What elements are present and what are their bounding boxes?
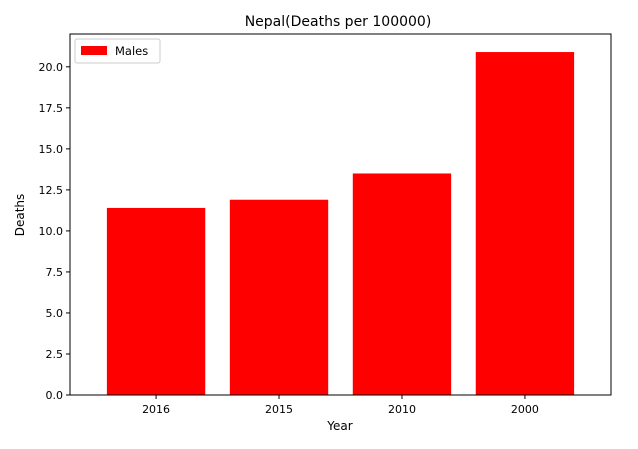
y-tick-label: 17.5 xyxy=(39,102,64,115)
y-axis-ticks: 0.0 2.5 5.0 7.5 10.0 12.5 15.0 17.5 20.0 xyxy=(39,61,70,402)
plot-area-frame xyxy=(69,33,612,396)
y-tick-label: 20.0 xyxy=(39,61,64,74)
chart-title: Nepal(Deaths per 100000) xyxy=(245,14,432,30)
bar-2000 xyxy=(475,52,575,396)
x-axis-label: Year xyxy=(326,419,352,433)
y-tick-label: 0.0 xyxy=(46,389,64,402)
y-tick-label: 10.0 xyxy=(39,225,64,238)
legend-box xyxy=(74,38,161,64)
y-tick-label: 12.5 xyxy=(39,184,64,197)
x-tick-label: 2010 xyxy=(388,403,416,416)
y-tick-label: 7.5 xyxy=(46,266,64,279)
x-tick-label: 2000 xyxy=(511,403,539,416)
bar-2016 xyxy=(106,207,206,395)
legend-label-males: Males xyxy=(115,44,148,58)
bar-2010 xyxy=(352,173,452,395)
x-tick-label: 2015 xyxy=(265,403,293,416)
bar-2015 xyxy=(229,199,329,395)
y-tick-label: 15.0 xyxy=(39,143,64,156)
y-tick-label: 2.5 xyxy=(46,348,64,361)
legend: Males xyxy=(74,38,161,64)
y-tick-label: 5.0 xyxy=(46,307,64,320)
y-axis-label: Deaths xyxy=(13,194,27,237)
legend-swatch-males xyxy=(81,46,107,55)
bars-layer xyxy=(106,52,575,396)
x-axis-ticks: 2016 2015 2010 2000 xyxy=(142,395,539,416)
x-tick-label: 2016 xyxy=(142,403,170,416)
